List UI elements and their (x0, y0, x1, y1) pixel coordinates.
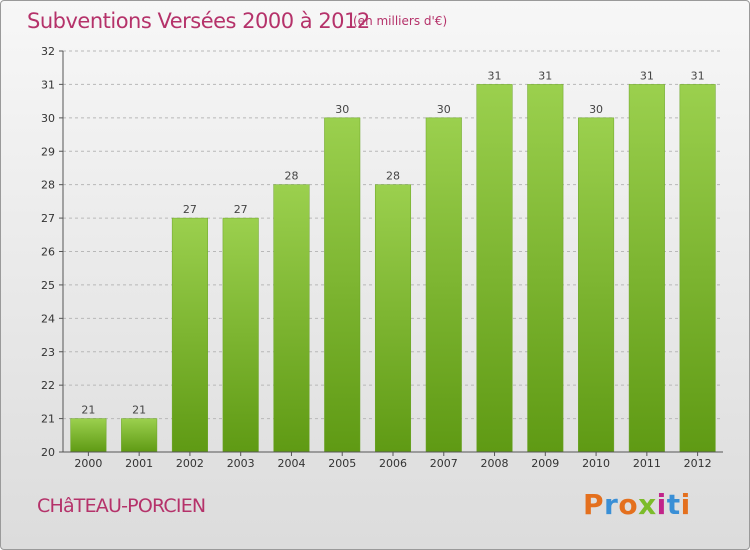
x-tick-label: 2007 (430, 457, 458, 470)
bar-2007 (425, 117, 462, 453)
logo-letter: r (604, 488, 619, 521)
y-tick-label: 24 (41, 312, 55, 325)
bar-labels: 21 21 27 27 28 30 28 30 31 31 30 31 31 (81, 69, 704, 416)
y-tick-label: 27 (41, 212, 55, 225)
y-tick-label: 22 (41, 379, 55, 392)
bar-2009 (527, 84, 564, 453)
y-tick-label: 31 (41, 78, 55, 91)
x-tick-label: 2012 (684, 457, 712, 470)
axes (62, 51, 723, 453)
bars (70, 84, 716, 453)
logo-letter: x (638, 488, 657, 521)
x-tick-label: 2002 (176, 457, 204, 470)
bar-2012 (679, 84, 716, 453)
logo-letter: o (618, 488, 639, 521)
x-tick-label: 2009 (531, 457, 559, 470)
bar-2006 (374, 184, 412, 453)
y-tick-label: 25 (41, 279, 55, 292)
x-tick-label: 2010 (582, 457, 610, 470)
bar-value-label: 21 (81, 404, 95, 417)
logo-letter: P (583, 488, 605, 521)
bar-value-label: 31 (640, 69, 654, 82)
bar-2010 (578, 117, 615, 453)
logo-letter: i (656, 488, 667, 521)
x-tick-label: 2005 (328, 457, 356, 470)
bar-value-label: 27 (183, 203, 197, 216)
x-tick-label: 2006 (379, 457, 407, 470)
bar-2001 (121, 418, 158, 453)
x-tick-label: 2004 (277, 457, 305, 470)
logo-letter: t (666, 488, 681, 521)
y-tick-label: 26 (41, 246, 55, 259)
bar-value-label: 21 (132, 404, 146, 417)
bar-value-label: 31 (691, 69, 705, 82)
bar-value-label: 30 (335, 103, 349, 116)
y-tick-label: 30 (41, 112, 55, 125)
chart-subtitle: (en milliers d'€) (353, 14, 448, 28)
bar-value-label: 28 (386, 170, 400, 183)
bar-value-label: 30 (589, 103, 603, 116)
x-tick-label: 2000 (74, 457, 102, 470)
y-tick-label: 32 (41, 45, 55, 58)
bar-2005 (324, 117, 361, 453)
bar-value-label: 31 (538, 69, 552, 82)
bar-2003 (222, 217, 259, 453)
bar-2011 (628, 84, 665, 453)
x-tick-label: 2011 (633, 457, 661, 470)
x-axis-ticks: 2000 2001 2002 2003 2004 2005 2006 2007 2008 2009… (74, 452, 712, 470)
y-tick-label: 23 (41, 346, 55, 359)
y-axis-ticks: 20 21 22 23 24 25 26 27 28 29 30 31 32 (41, 45, 63, 459)
x-tick-label: 2008 (481, 457, 509, 470)
bar-value-label: 28 (284, 170, 298, 183)
bar-2002 (171, 217, 208, 453)
bar-2000 (70, 418, 107, 453)
chart-title: Subventions Versées 2000 à 2012 (27, 9, 370, 33)
bar-2008 (476, 84, 513, 453)
bar-value-label: 31 (488, 69, 502, 82)
x-tick-label: 2003 (227, 457, 255, 470)
bar-2004 (273, 184, 310, 453)
y-tick-label: 28 (41, 179, 55, 192)
y-tick-label: 21 (41, 413, 55, 426)
logo-letter: i (680, 488, 691, 521)
bar-value-label: 27 (234, 203, 248, 216)
bar-value-label: 30 (437, 103, 451, 116)
y-tick-label: 20 (41, 446, 55, 459)
y-tick-label: 29 (41, 145, 55, 158)
x-tick-label: 2001 (125, 457, 153, 470)
proxiti-logo: Proxiti (583, 488, 691, 521)
place-name: CHâTEAU-PORCIEN (37, 495, 206, 517)
